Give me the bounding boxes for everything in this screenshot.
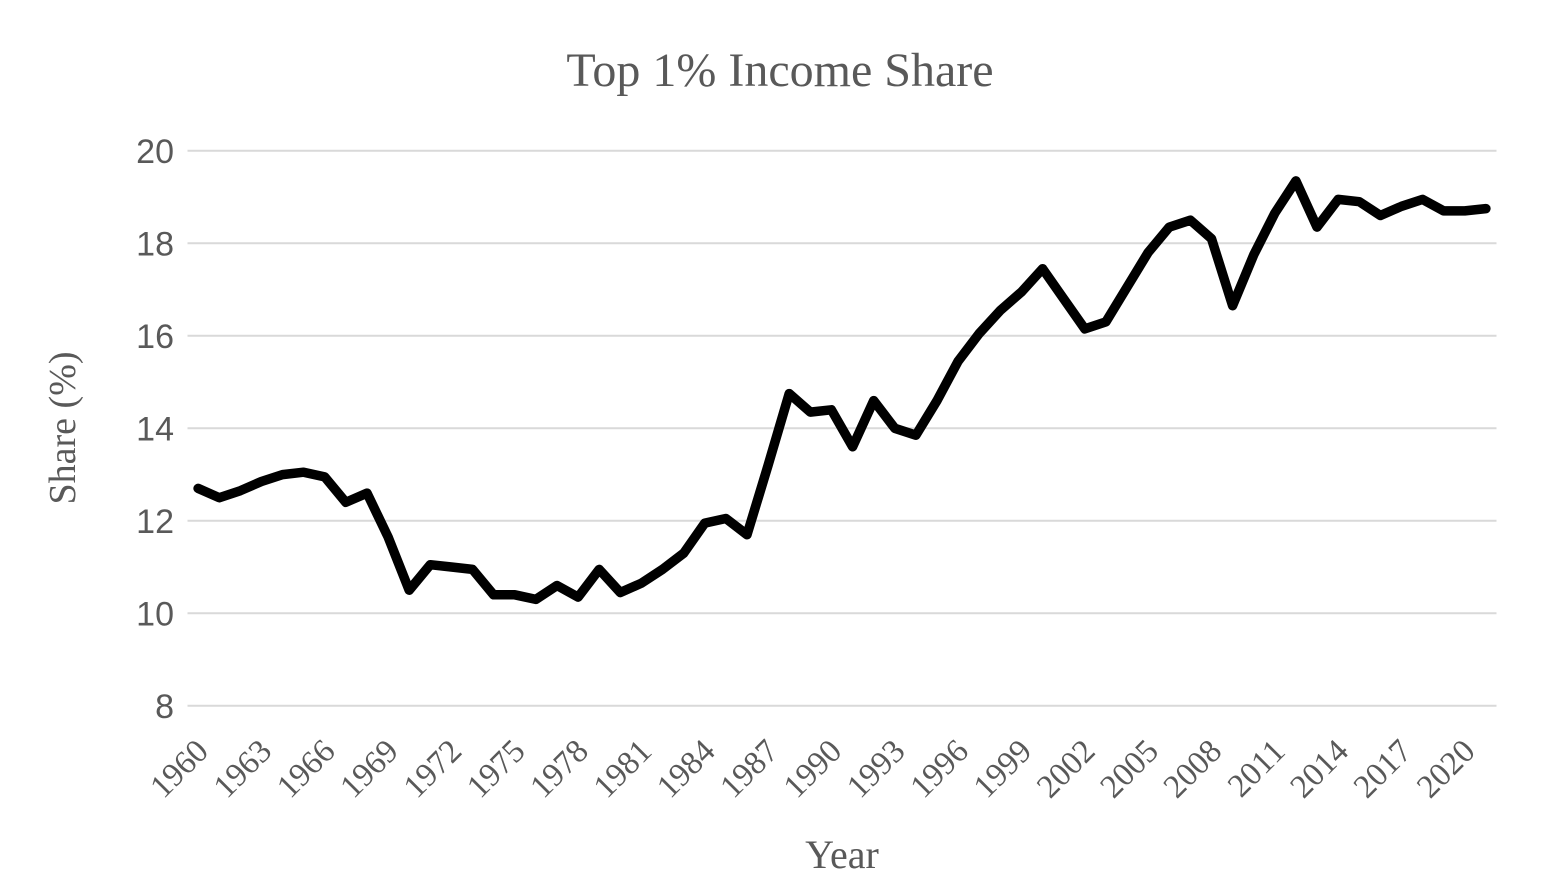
x-tick-label: 1984 bbox=[650, 733, 722, 805]
x-tick-label: 2011 bbox=[1221, 733, 1292, 804]
chart-title: Top 1% Income Share bbox=[566, 44, 993, 97]
x-tick-label: 2014 bbox=[1284, 733, 1356, 805]
x-tick-label: 2008 bbox=[1157, 733, 1229, 805]
y-tick-label: 20 bbox=[136, 133, 174, 171]
x-tick-label: 2005 bbox=[1094, 733, 1166, 805]
y-tick-label: 10 bbox=[136, 595, 174, 633]
x-tick-label: 1972 bbox=[397, 733, 469, 805]
x-tick-label: 2017 bbox=[1347, 733, 1419, 805]
x-tick-label: 1966 bbox=[270, 733, 342, 805]
x-tick-label: 1975 bbox=[460, 733, 532, 805]
x-tick-label: 1996 bbox=[904, 733, 976, 805]
x-tick-label: 1960 bbox=[144, 733, 216, 805]
x-tick-label: 2002 bbox=[1030, 733, 1102, 805]
y-tick-label: 8 bbox=[155, 688, 174, 726]
y-axis-tick-labels: 20 18 16 14 12 10 8 bbox=[136, 133, 174, 726]
y-tick-label: 14 bbox=[136, 410, 174, 448]
x-axis-tick-labels: 1960196319661969197219751978198119841987… bbox=[144, 733, 1483, 805]
x-tick-label: 1963 bbox=[207, 733, 279, 805]
y-tick-label: 12 bbox=[136, 503, 174, 541]
data-series-group bbox=[193, 176, 1491, 605]
x-tick-label: 2020 bbox=[1410, 733, 1482, 805]
x-axis-title: Year bbox=[805, 832, 879, 877]
y-tick-label: 16 bbox=[136, 318, 174, 356]
x-tick-label: 1987 bbox=[714, 733, 786, 805]
y-axis-title: Share (%) bbox=[42, 352, 84, 505]
x-tick-label: 1969 bbox=[334, 733, 406, 805]
x-tick-label: 1990 bbox=[777, 733, 849, 805]
x-tick-label: 1981 bbox=[587, 733, 659, 805]
x-tick-label: 1978 bbox=[524, 733, 596, 805]
x-tick-label: 1993 bbox=[840, 733, 912, 805]
top1-income-share-line bbox=[193, 176, 1491, 605]
gridlines-group bbox=[187, 149, 1497, 707]
x-tick-label: 1999 bbox=[967, 733, 1039, 805]
y-tick-label: 18 bbox=[136, 225, 174, 263]
